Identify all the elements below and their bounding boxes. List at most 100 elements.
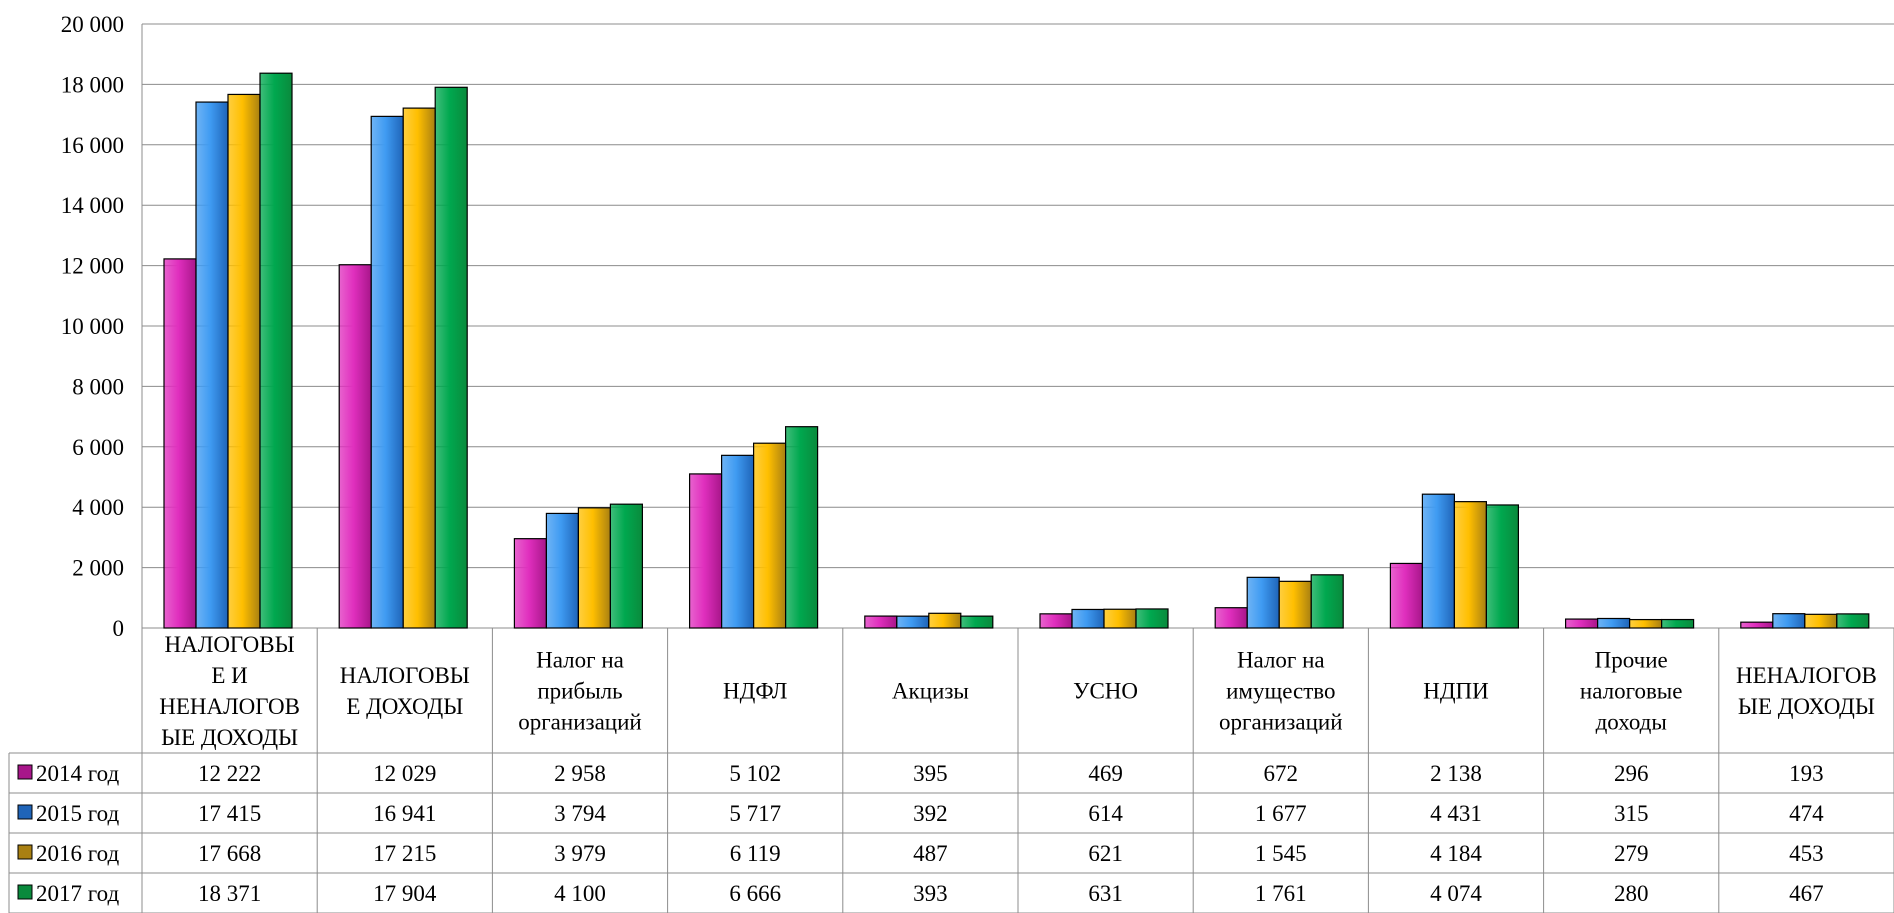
bar-2015-год-cat-1 — [370, 115, 404, 629]
category-label: Акцизы — [892, 679, 969, 704]
bar-2015-год-cat-4 — [896, 615, 930, 629]
table-cell: 4 100 — [554, 881, 606, 906]
bar-2016-год-cat-4 — [928, 612, 962, 629]
y-tick-label: 0 — [113, 616, 125, 641]
table-cell: 6 119 — [730, 841, 781, 866]
table-cell: 467 — [1789, 881, 1824, 906]
y-tick-label: 18 000 — [61, 72, 124, 97]
bar-2015-год-cat-5 — [1071, 608, 1105, 629]
y-tick-label: 10 000 — [61, 314, 124, 339]
table-cell: 631 — [1088, 881, 1123, 906]
category-label: УСНО — [1073, 679, 1138, 704]
category-label: НДПИ — [1423, 679, 1489, 704]
bars — [163, 72, 1870, 629]
table-cell: 5 102 — [729, 761, 781, 786]
bar-2014-год-cat-9 — [1740, 621, 1774, 629]
legend-key-2017-год — [17, 884, 33, 900]
y-axis-ticks: 0 2 000 4 000 6 000 8 000 10 000 12 000 14 000 1… — [61, 12, 124, 641]
bar-2017-год-cat-9 — [1836, 613, 1870, 629]
table-cell: 4 074 — [1430, 881, 1482, 906]
table-cell: 672 — [1264, 761, 1299, 786]
category-label: Налог на прибыль организаций — [518, 648, 641, 735]
table-cell: 315 — [1614, 801, 1649, 826]
table-cell: 279 — [1614, 841, 1649, 866]
table-cell: 3 979 — [554, 841, 606, 866]
category-label: НАЛОГОВЫ Е И НЕНАЛОГОВ ЫЕ ДОХОДЫ — [159, 632, 300, 750]
y-tick-label: 8 000 — [72, 374, 124, 399]
bar-2017-год-cat-2 — [609, 503, 644, 629]
bar-2017-год-cat-3 — [784, 426, 819, 629]
table-cell: 395 — [913, 761, 948, 786]
y-tick-label: 2 000 — [72, 556, 124, 581]
y-tick-label: 4 000 — [72, 495, 124, 520]
table-cell: 2 958 — [554, 761, 606, 786]
table-cell: 17 415 — [198, 801, 261, 826]
table-cell: 392 — [913, 801, 948, 826]
table-cell: 487 — [913, 841, 948, 866]
table-cell: 5 717 — [729, 801, 781, 826]
legend-label: 2017 год — [36, 881, 119, 906]
bar-2017-год-cat-7 — [1485, 504, 1520, 629]
bar-2016-год-cat-0 — [227, 93, 261, 629]
table-cell: 3 794 — [554, 801, 606, 826]
bar-2014-год-cat-7 — [1389, 562, 1424, 629]
bar-2015-год-cat-3 — [720, 454, 755, 629]
table-cell: 2 138 — [1430, 761, 1482, 786]
table-cell: 1 677 — [1255, 801, 1307, 826]
table-cell: 469 — [1088, 761, 1123, 786]
bar-2016-год-cat-1 — [402, 107, 436, 629]
bar-2014-год-cat-8 — [1564, 618, 1599, 629]
bar-2014-год-cat-1 — [338, 264, 372, 629]
legend-key-2014-год — [17, 764, 33, 780]
category-label: Налог на имущество организаций — [1219, 648, 1342, 735]
data-table: НАЛОГОВЫ Е И НЕНАЛОГОВ ЫЕ ДОХОДЫ НАЛОГОВЫ Е Д… — [8, 628, 1894, 913]
bar-2014-год-cat-5 — [1039, 613, 1073, 629]
table-cell: 12 222 — [198, 761, 261, 786]
table-cell: 280 — [1614, 881, 1649, 906]
y-tick-label: 12 000 — [61, 254, 124, 279]
table-cell: 17 215 — [373, 841, 436, 866]
bar-2014-год-cat-6 — [1214, 607, 1248, 629]
bar-2015-год-cat-6 — [1246, 576, 1280, 629]
bar-2014-год-cat-3 — [688, 473, 723, 629]
bar-2017-год-cat-6 — [1310, 574, 1344, 629]
bar-2017-год-cat-8 — [1660, 618, 1695, 629]
y-tick-label: 16 000 — [61, 133, 124, 158]
table-cell: 12 029 — [373, 761, 436, 786]
category-label: НАЛОГОВЫ Е ДОХОДЫ — [340, 663, 470, 719]
table-cell: 193 — [1789, 761, 1824, 786]
table-cell: 1 545 — [1255, 841, 1307, 866]
bar-2015-год-cat-7 — [1421, 493, 1456, 629]
legend-key-2016-год — [17, 844, 33, 860]
table-cell: 4 431 — [1430, 801, 1482, 826]
bar-2015-год-cat-8 — [1596, 617, 1631, 629]
bar-2014-год-cat-2 — [513, 538, 548, 629]
bar-2017-год-cat-4 — [960, 615, 994, 629]
table-cell: 17 668 — [198, 841, 261, 866]
bar-2017-год-cat-0 — [259, 72, 293, 629]
table-cell: 614 — [1088, 801, 1123, 826]
bar-2016-год-cat-6 — [1278, 580, 1312, 629]
table-cell: 6 666 — [729, 881, 781, 906]
legend-label: 2014 год — [36, 761, 119, 786]
table-cell: 621 — [1088, 841, 1123, 866]
bar-2014-год-cat-0 — [163, 258, 197, 629]
bar-2017-год-cat-1 — [434, 86, 468, 629]
bar-2016-год-cat-3 — [752, 442, 787, 629]
table-cell: 453 — [1789, 841, 1824, 866]
table-cell: 1 761 — [1255, 881, 1307, 906]
table-cell: 474 — [1789, 801, 1824, 826]
table-cell: 296 — [1614, 761, 1649, 786]
category-label: НДФЛ — [723, 679, 787, 704]
bar-2015-год-cat-0 — [195, 101, 229, 629]
bar-2017-год-cat-5 — [1135, 608, 1169, 629]
table-cell: 393 — [913, 881, 948, 906]
legend-label: 2015 год — [36, 801, 119, 826]
bar-2016-год-cat-7 — [1453, 501, 1488, 629]
bar-2015-год-cat-9 — [1772, 613, 1806, 629]
bar-2016-год-cat-8 — [1628, 618, 1663, 629]
table-cell: 16 941 — [373, 801, 436, 826]
legend-label: 2016 год — [36, 841, 119, 866]
bar-2016-год-cat-9 — [1804, 613, 1838, 629]
